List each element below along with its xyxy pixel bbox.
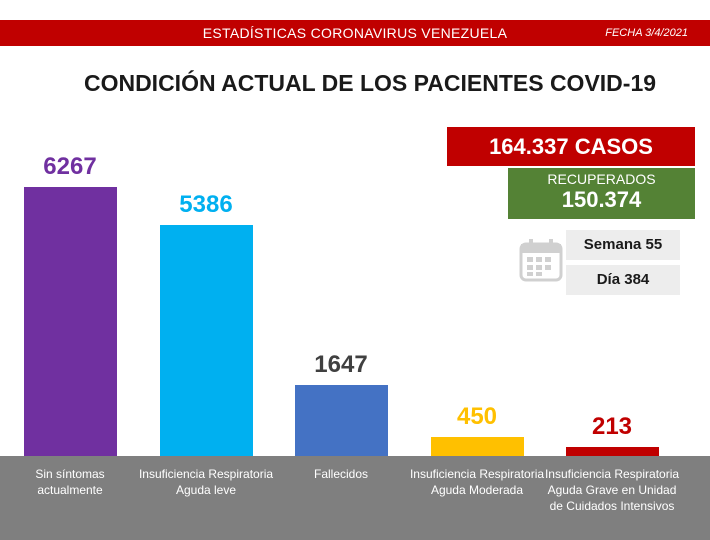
recovered-value: 150.374 <box>561 187 642 212</box>
category-label: Insuficiencia Respiratoria Aguda Moderad… <box>409 467 545 497</box>
cases-box: 164.337 CASOS <box>447 127 695 166</box>
value-label: 213 <box>591 412 633 440</box>
label-strip <box>0 456 710 540</box>
header-date: FECHA 3/4/2021 <box>605 27 688 39</box>
recovered-box: RECUPERADOS 150.374 <box>508 168 695 219</box>
chart-title: CONDICIÓN ACTUAL DE LOS PACIENTES COVID-… <box>83 70 657 96</box>
value-label: 1647 <box>314 351 368 379</box>
bar <box>159 224 253 456</box>
value-label: 450 <box>456 402 498 430</box>
value-label: 6267 <box>43 153 97 180</box>
header-title: ESTADÍSTICAS CORONAVIRUS VENEZUELA <box>202 25 508 41</box>
day-box: Día 384 <box>566 265 680 295</box>
bar <box>565 446 659 456</box>
category-label: Sin síntomas actualmente <box>35 467 105 497</box>
bar <box>23 187 117 456</box>
value-label: 5386 <box>179 190 233 218</box>
category-label: Insuficiencia Respiratoria Aguda Grave e… <box>544 467 680 513</box>
bar <box>294 385 388 456</box>
category-label: Fallecidos <box>313 467 369 481</box>
calendar-icon <box>519 239 563 282</box>
header-bar <box>0 20 710 46</box>
bar <box>430 436 524 456</box>
recovered-label: RECUPERADOS <box>547 171 656 187</box>
week-box: Semana 55 <box>566 230 680 260</box>
category-label: Insuficiencia Respiratoria Aguda leve <box>138 467 274 497</box>
